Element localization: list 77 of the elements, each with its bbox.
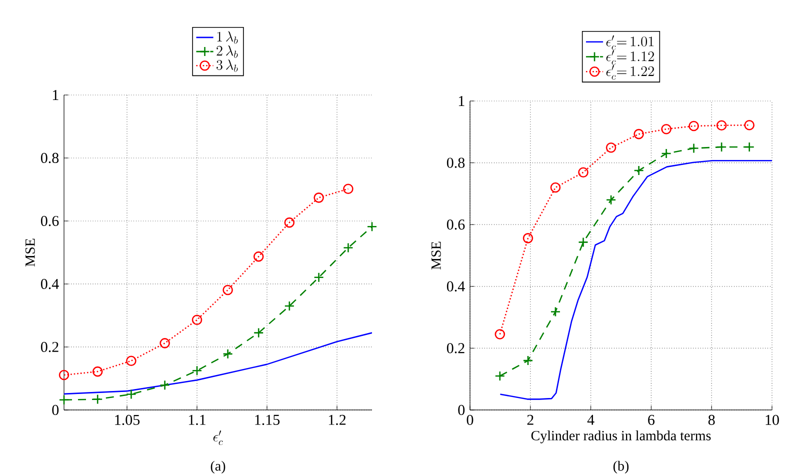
legend-label: $\epsilon'_c{=}\,1.22$ (606, 65, 654, 80)
point (744, 120, 754, 130)
x-tick-label: 10 (766, 414, 779, 425)
point (716, 142, 727, 152)
point (522, 233, 534, 244)
point (522, 355, 534, 366)
x-tick-label: 8 (708, 414, 715, 425)
point (634, 128, 644, 140)
point (58, 394, 70, 406)
text: (b) (613, 460, 629, 474)
point (192, 314, 202, 326)
x-tick-label: 2 (527, 414, 534, 425)
legend-label: $\epsilon'_c{=}\,1.12$ (606, 50, 654, 65)
line-series (64, 332, 372, 395)
point (160, 380, 170, 390)
point (284, 217, 295, 228)
y-tick-label: 0.8 (446, 158, 465, 168)
text: (a) (210, 460, 226, 474)
y-tick-label: 1 (52, 90, 58, 100)
legend-label: $3\,\lambda_b$ (216, 60, 238, 72)
point (366, 222, 378, 232)
y-axis-title: MSE (431, 242, 441, 270)
legend-label: $1\,\lambda_b$ (217, 31, 238, 44)
point (314, 192, 324, 203)
point (92, 394, 103, 404)
point (578, 167, 588, 178)
y-tick-label: 1 (458, 96, 464, 106)
y-tick-label: 0.2 (40, 342, 58, 352)
point (253, 328, 264, 338)
legend-label: $\epsilon'_c{=}\,1.01$ (606, 35, 654, 50)
point (222, 348, 233, 360)
x-tick-label: 1.05 (115, 414, 140, 426)
point (688, 143, 699, 154)
x-tick-label: 1.2 (328, 414, 346, 426)
x-axis-title: $\epsilon'_c$ (213, 430, 223, 446)
y-tick-label: 0.4 (446, 281, 465, 292)
y-tick-label: 0.2 (446, 343, 464, 354)
point (550, 182, 561, 193)
y-tick-label: 0.8 (40, 152, 59, 164)
point (92, 366, 103, 377)
y-tick-label: 0.6 (40, 216, 59, 226)
point (661, 124, 672, 134)
x-tick-label: 4 (587, 414, 594, 425)
point (634, 165, 644, 176)
y-tick-label: 0 (458, 404, 465, 416)
point (284, 300, 295, 312)
point (222, 284, 233, 296)
x-tick-label: 1.1 (188, 414, 206, 425)
point (661, 148, 672, 159)
point (126, 356, 136, 366)
x-tick-label: 0 (466, 414, 474, 425)
point (192, 365, 202, 376)
y-tick-label: 0.6 (446, 219, 465, 230)
point (126, 389, 136, 400)
legend-label: $2\,\lambda_b$ (216, 46, 238, 58)
x-tick-label: 6 (648, 414, 655, 425)
y-tick-label: 0 (52, 404, 59, 416)
point (578, 237, 588, 248)
point (550, 306, 561, 317)
point (606, 142, 616, 153)
point (494, 370, 506, 382)
point (343, 184, 354, 194)
point (606, 194, 616, 206)
y-tick-label: 0.4 (40, 278, 59, 290)
x-tick-label: 1.15 (255, 414, 280, 425)
y-axis-title: MSE (25, 238, 35, 266)
point (744, 142, 754, 152)
point (253, 251, 264, 262)
point (343, 242, 354, 253)
point (314, 272, 324, 283)
x-axis-title: Cylinder radius in lambda terms (531, 430, 711, 444)
line-series (500, 160, 772, 400)
point (160, 338, 170, 348)
point (688, 120, 699, 132)
point (58, 370, 70, 380)
point (716, 120, 727, 131)
point (494, 329, 506, 340)
